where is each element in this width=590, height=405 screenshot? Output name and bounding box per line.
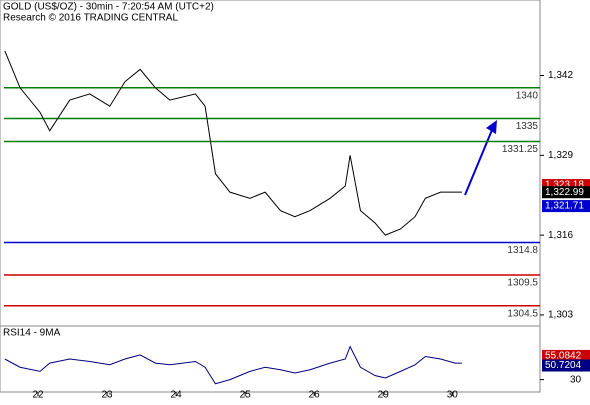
level-label: 1304.5 — [507, 308, 538, 319]
level-label: 1340 — [516, 90, 539, 101]
level-label: 1335 — [516, 121, 539, 132]
x-tick-label: 22 — [32, 390, 44, 400]
price-tag-label: 1,322.99 — [545, 187, 584, 198]
x-tick-label: 24 — [171, 390, 183, 400]
chart-subtitle: Research © 2016 TRADING CENTRAL — [3, 13, 178, 24]
price-line — [4, 50, 462, 236]
x-tick-label: 29 — [378, 390, 390, 400]
y-tick-label: 1,316 — [548, 230, 573, 241]
rsi-panel — [0, 325, 541, 393]
price-tag-label: 50.7204 — [545, 360, 582, 371]
level-label: 1309.5 — [507, 278, 538, 289]
x-tick-label: 30 — [447, 390, 459, 400]
rsi-title: RSI14 - 9MA — [3, 328, 61, 339]
main-panel — [0, 0, 541, 327]
rsi-line — [4, 345, 462, 385]
price-tag — [542, 200, 590, 213]
rsi-tick-label: 30 — [570, 374, 582, 385]
arrow-head — [486, 120, 497, 134]
chart-title: GOLD (US$/OZ) - 30min - 7:20:54 AM (UTC+… — [3, 2, 214, 13]
x-tick-label: 25 — [240, 390, 252, 400]
y-tick-label: 1,342 — [548, 70, 573, 81]
x-tick-label: 23 — [101, 390, 113, 400]
x-tick-label: 26 — [309, 390, 321, 400]
price-tag — [542, 359, 590, 372]
level-label: 1331.25 — [502, 144, 539, 155]
price-tag — [542, 186, 590, 199]
price-tag-label: 1,323.18 — [545, 180, 584, 191]
price-tag — [542, 349, 590, 362]
price-tag-label: 1,321.71 — [545, 201, 584, 212]
y-tick-label: 1,303 — [548, 310, 573, 321]
y-tick-label: 1,329 — [548, 150, 573, 161]
price-tag-label: 55.0842 — [545, 351, 582, 362]
level-label: 1314.8 — [507, 245, 538, 256]
